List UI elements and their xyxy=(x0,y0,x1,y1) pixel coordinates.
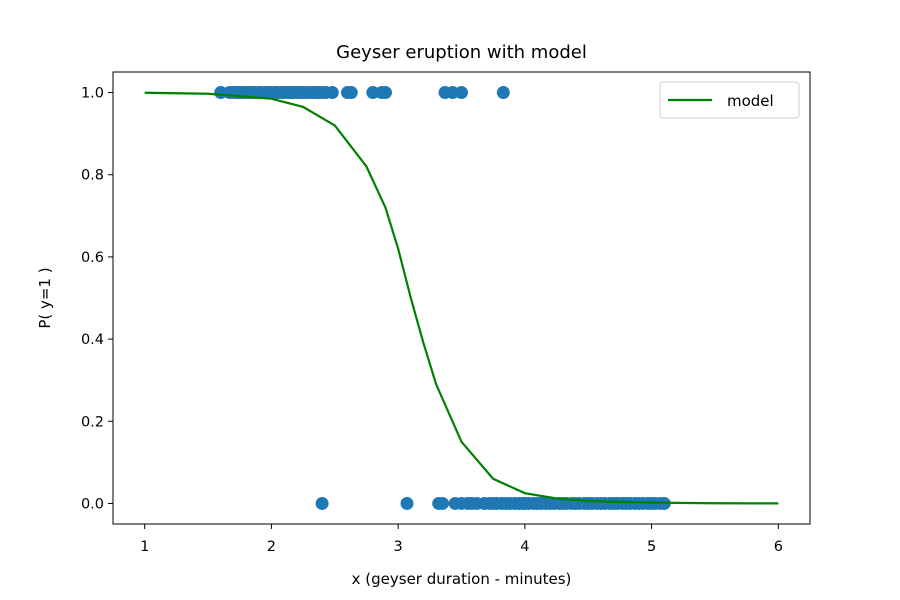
y-axis-label: P( y=1 ) xyxy=(36,267,54,328)
x-tick-label: 3 xyxy=(394,539,403,555)
y-tick-label: 0.4 xyxy=(81,332,104,348)
y-tick-label: 1.0 xyxy=(81,86,104,102)
y-tick-label: 0.0 xyxy=(81,496,104,512)
plot-frame xyxy=(112,71,811,525)
data-point xyxy=(378,86,392,100)
data-point xyxy=(315,496,329,510)
data-point xyxy=(455,86,468,100)
data-point xyxy=(344,86,358,100)
legend-box xyxy=(659,81,800,119)
chart-title: Geyser eruption with model xyxy=(336,42,587,63)
x-tick-label: 2 xyxy=(267,539,276,555)
data-point xyxy=(435,496,449,510)
x-axis-label: x (geyser duration - minutes) xyxy=(352,570,572,588)
data-point xyxy=(325,86,339,100)
legend: model xyxy=(659,81,800,119)
y-tick-label: 0.2 xyxy=(81,414,104,430)
x-tick-label: 6 xyxy=(774,539,783,555)
data-point xyxy=(400,496,414,510)
x-tick-label: 4 xyxy=(520,539,529,555)
y-tick-label: 0.8 xyxy=(81,168,104,184)
x-tick-label: 5 xyxy=(647,539,656,555)
plot-area xyxy=(144,86,779,510)
x-tick-label: 1 xyxy=(140,539,149,555)
x-axis-ticks: 1 2 3 4 5 6 xyxy=(140,524,783,555)
y-tick-label: 0.6 xyxy=(81,250,104,266)
model-line xyxy=(144,91,779,505)
data-point xyxy=(496,86,510,100)
legend-model-label: model xyxy=(727,92,774,110)
y-axis-ticks: 0.0 0.2 0.4 0.6 0.8 1.0 xyxy=(81,86,113,512)
